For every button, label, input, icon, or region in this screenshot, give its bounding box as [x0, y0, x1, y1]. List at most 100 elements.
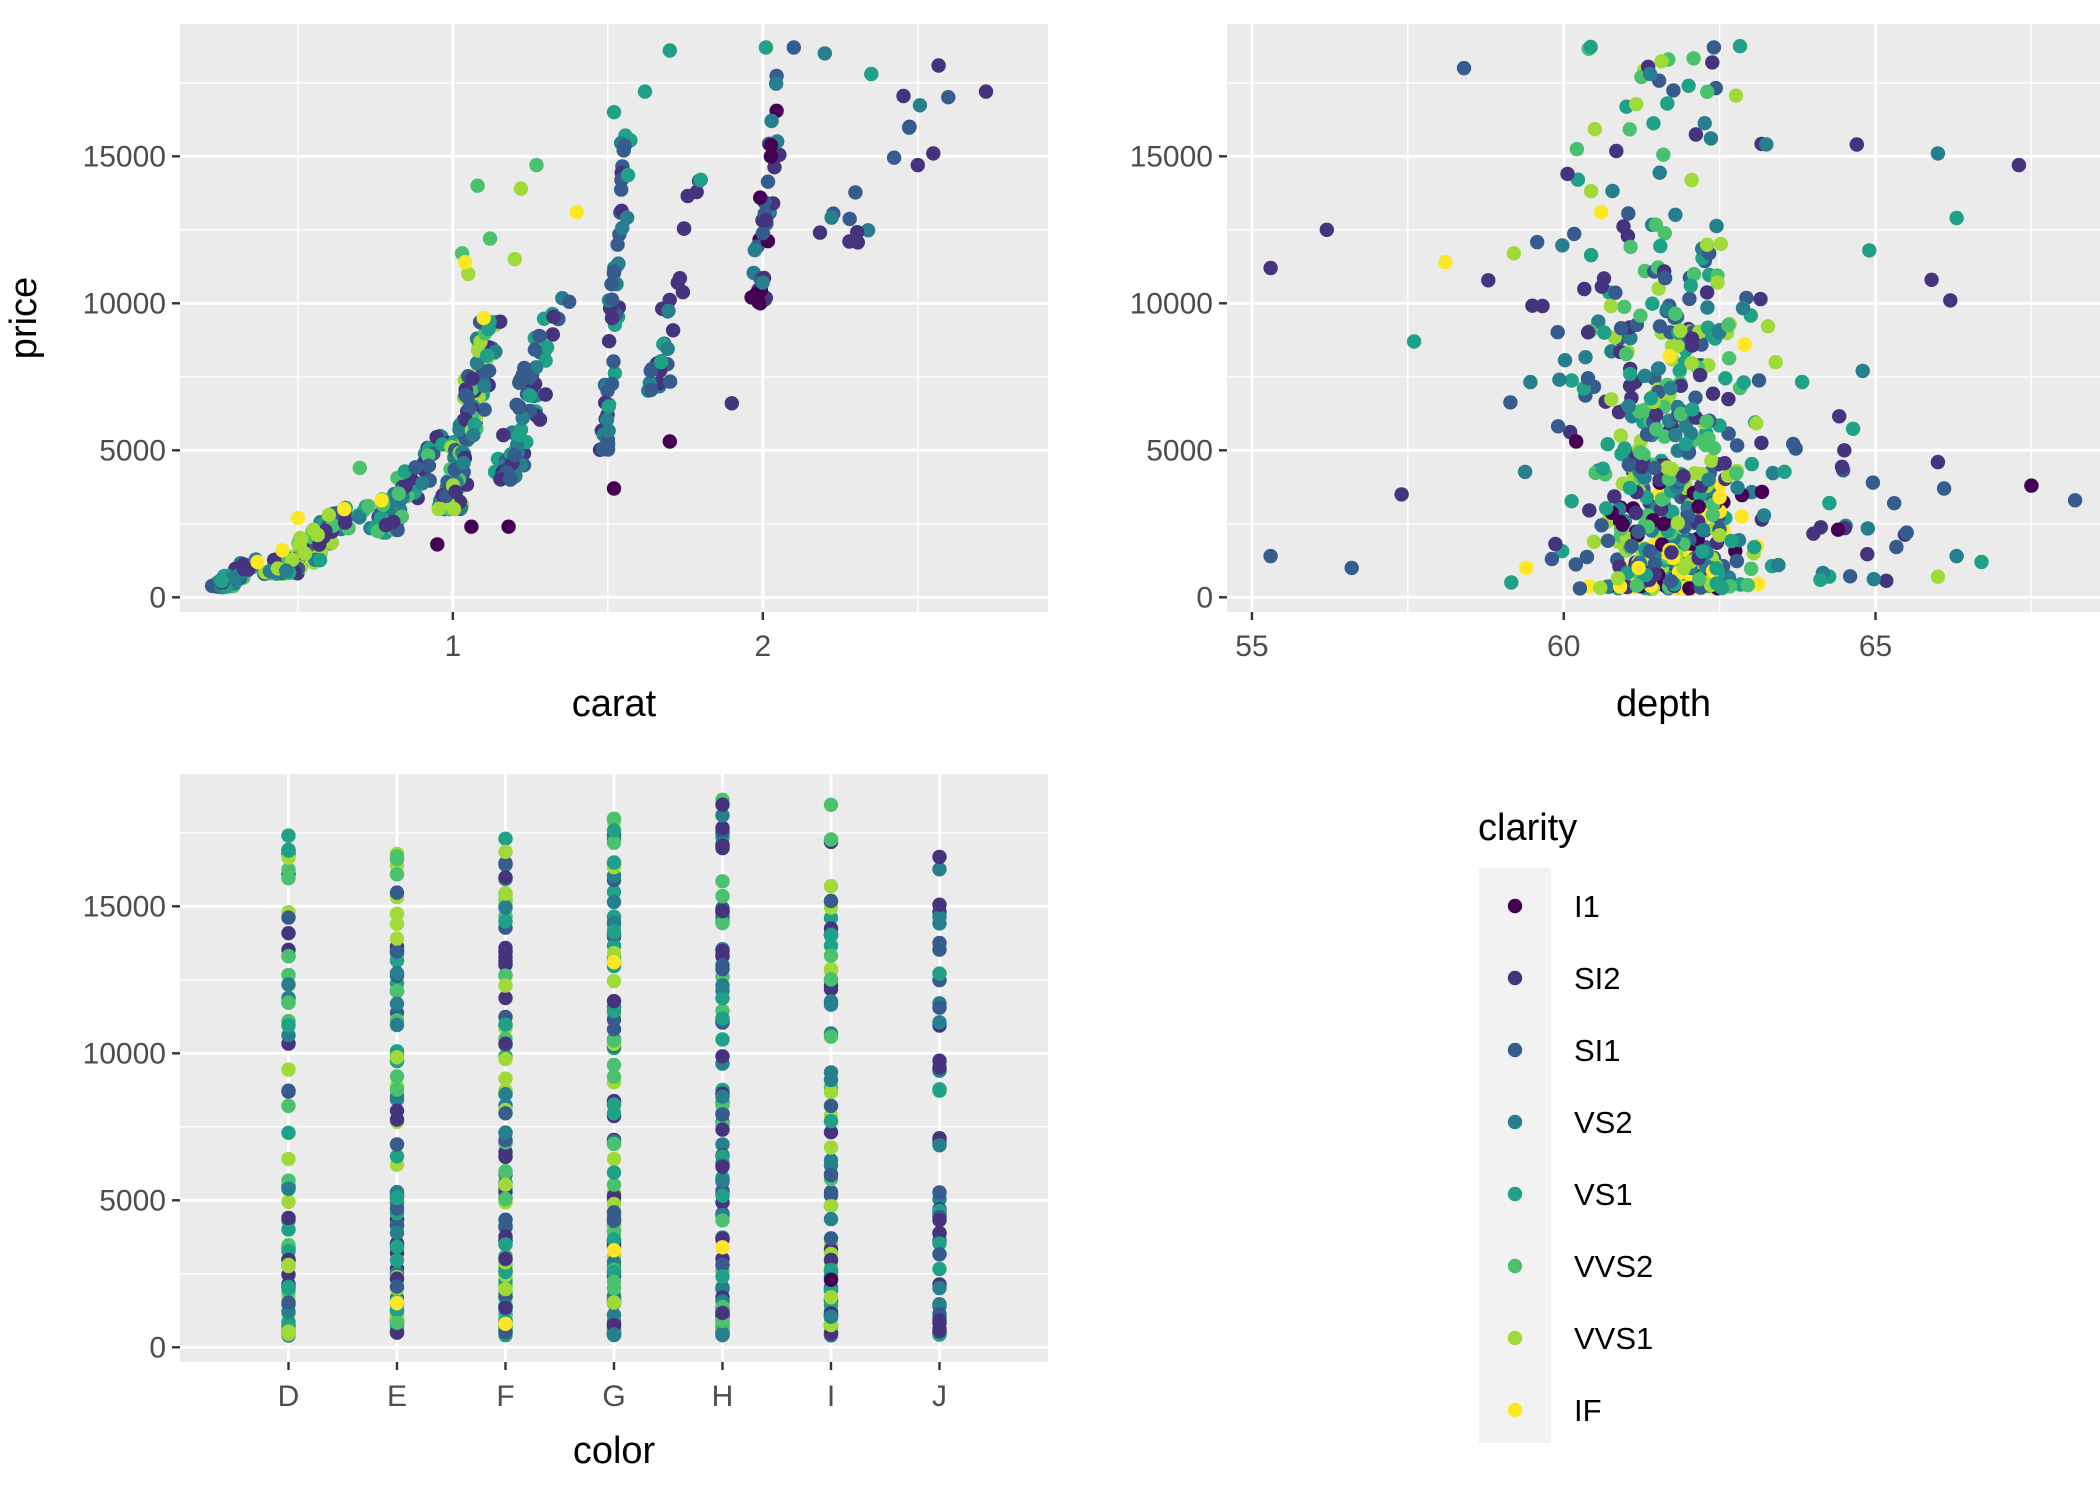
point [1949, 210, 1964, 226]
point [1662, 349, 1677, 364]
point [501, 519, 516, 534]
point [1673, 406, 1689, 422]
point [389, 849, 405, 864]
legend-label: VS2 [1574, 1105, 1633, 1140]
point [715, 1188, 730, 1204]
point [1685, 402, 1700, 417]
point [389, 1201, 405, 1216]
point [1740, 577, 1756, 593]
point [389, 906, 405, 921]
point [389, 1017, 405, 1033]
legend-label: SI1 [1574, 1033, 1621, 1068]
point [932, 897, 947, 912]
point [458, 254, 473, 270]
point [1623, 366, 1638, 382]
point [1263, 260, 1278, 276]
point [1664, 545, 1679, 560]
point [637, 84, 653, 99]
point [1579, 549, 1595, 565]
point [1735, 300, 1751, 316]
point [606, 1165, 622, 1180]
point [1622, 122, 1637, 137]
point [1721, 426, 1736, 441]
point [389, 1315, 405, 1331]
point [389, 944, 405, 959]
point [281, 1295, 296, 1310]
legend-swatch [1507, 1402, 1523, 1418]
point [1605, 183, 1620, 199]
point [1642, 66, 1658, 82]
legend: clarity I1 SI2 SI1 VS2 VS1 VVS2 VVS1 IF [1478, 807, 1653, 1443]
point [275, 543, 290, 558]
point [823, 1098, 839, 1114]
point [715, 1011, 730, 1026]
point [662, 43, 677, 58]
point [1654, 54, 1669, 69]
point [680, 188, 695, 204]
point [498, 1106, 513, 1121]
point [842, 211, 857, 227]
point [498, 1071, 513, 1086]
point [926, 146, 941, 161]
point [1593, 205, 1609, 220]
point [932, 1226, 947, 1241]
point [1700, 84, 1715, 100]
point [1717, 456, 1732, 471]
x-tick-label: F [496, 1380, 514, 1413]
point [932, 942, 947, 957]
point [465, 371, 480, 386]
point [1548, 536, 1563, 552]
point [715, 838, 730, 853]
y-tick-label: 15000 [83, 140, 166, 173]
point [1636, 447, 1651, 462]
point [1600, 437, 1615, 452]
point [493, 314, 508, 329]
point [1668, 427, 1683, 443]
x-axis-title: color [573, 1430, 656, 1472]
point [606, 354, 621, 369]
point [1632, 404, 1647, 419]
point [1887, 496, 1902, 511]
x-tick-label: E [387, 1380, 407, 1413]
point [1744, 456, 1760, 472]
point [389, 966, 405, 981]
point [715, 1032, 730, 1047]
point [824, 210, 839, 225]
point [1663, 574, 1679, 589]
point [498, 831, 513, 846]
point [498, 870, 513, 885]
point [498, 1087, 513, 1102]
point [498, 886, 513, 901]
point [753, 190, 768, 205]
point [1754, 435, 1769, 451]
point [1651, 281, 1666, 296]
point [1582, 503, 1597, 518]
point [932, 1280, 947, 1296]
point [1860, 547, 1875, 562]
point [715, 1122, 730, 1137]
point [715, 1240, 730, 1255]
point [932, 1000, 947, 1015]
point [606, 1213, 622, 1229]
point [498, 1017, 513, 1032]
point [1832, 409, 1847, 424]
point [389, 1279, 405, 1294]
point [715, 1269, 730, 1284]
point [599, 412, 615, 427]
point [509, 397, 524, 412]
point [389, 996, 405, 1011]
point [389, 1239, 405, 1255]
legend-label: VVS1 [1574, 1321, 1653, 1356]
point [281, 1222, 296, 1237]
point [1760, 319, 1776, 334]
point [1710, 275, 1725, 290]
point [1668, 207, 1683, 222]
point [1688, 127, 1704, 142]
point [1930, 454, 1946, 470]
point [1709, 576, 1725, 591]
legend-swatch [1507, 1258, 1523, 1274]
point [1949, 548, 1964, 564]
points-layer [281, 792, 947, 1343]
point [1730, 480, 1745, 495]
